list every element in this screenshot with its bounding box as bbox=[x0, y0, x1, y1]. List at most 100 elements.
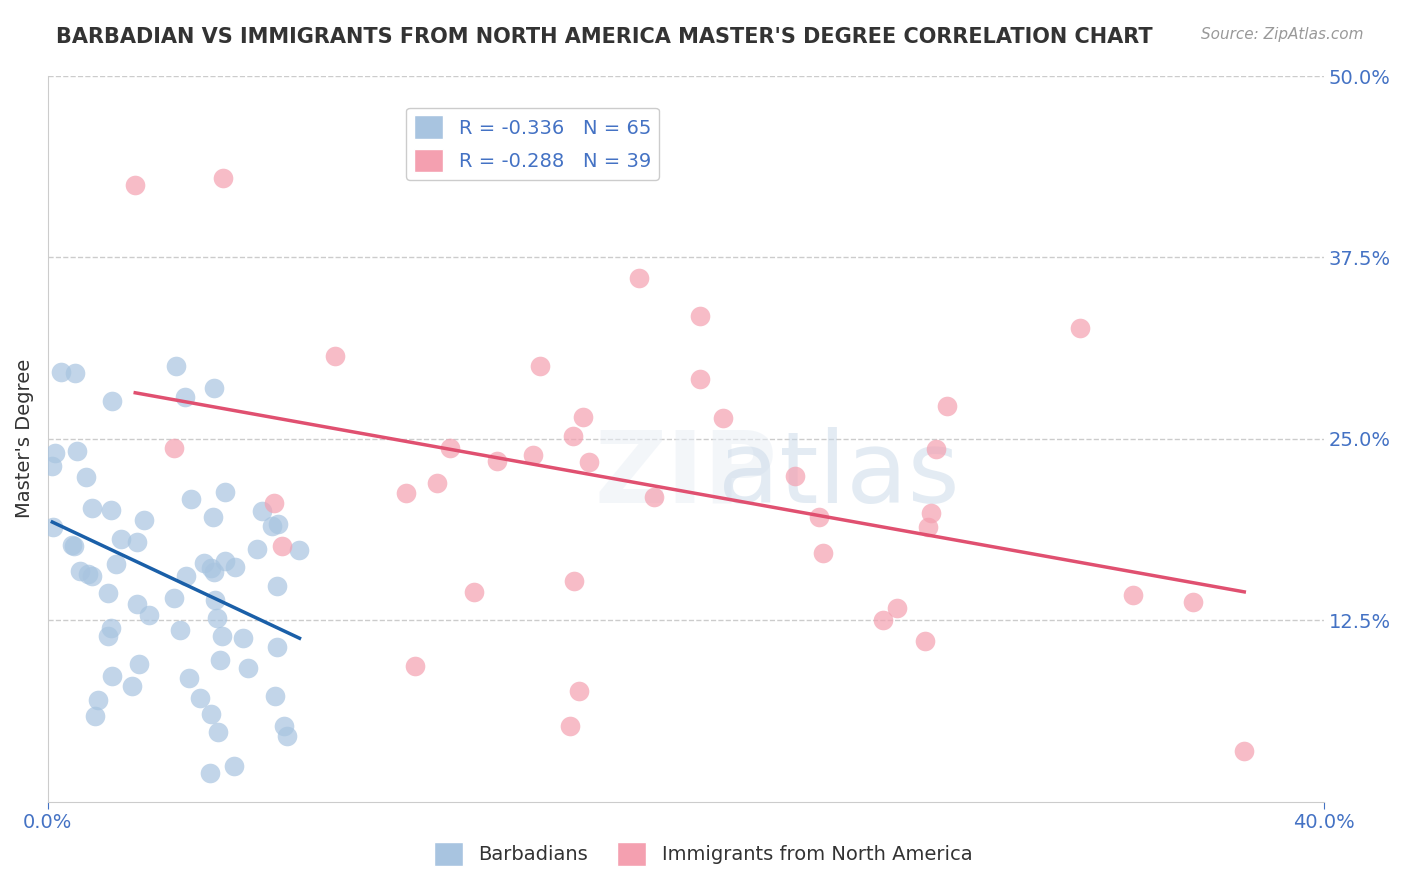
Point bbox=[263, 690, 285, 704]
Point bbox=[886, 601, 908, 615]
Point bbox=[807, 510, 830, 524]
Point bbox=[266, 517, 288, 532]
Text: atlas: atlas bbox=[718, 426, 960, 524]
Point bbox=[935, 399, 957, 413]
Point bbox=[200, 765, 222, 780]
Point bbox=[42, 520, 65, 534]
Point bbox=[80, 569, 103, 583]
Point bbox=[66, 444, 89, 458]
Point bbox=[232, 632, 254, 646]
Point bbox=[214, 553, 236, 567]
Point bbox=[201, 510, 224, 524]
Point bbox=[214, 485, 236, 500]
Point bbox=[200, 706, 222, 721]
Point bbox=[246, 542, 269, 557]
Point bbox=[207, 724, 229, 739]
Point bbox=[75, 470, 97, 484]
Point bbox=[51, 365, 73, 379]
Point bbox=[276, 729, 298, 743]
Point bbox=[200, 560, 222, 574]
Point bbox=[63, 366, 86, 380]
Point bbox=[202, 565, 225, 579]
Point bbox=[44, 446, 66, 460]
Point bbox=[179, 671, 201, 685]
Point bbox=[628, 271, 651, 285]
Point bbox=[87, 692, 110, 706]
Point bbox=[212, 170, 235, 185]
Point bbox=[562, 574, 585, 589]
Point bbox=[783, 469, 806, 483]
Point bbox=[463, 585, 485, 599]
Point bbox=[97, 585, 120, 599]
Point bbox=[84, 709, 107, 723]
Point bbox=[173, 390, 195, 404]
Point bbox=[60, 538, 83, 552]
Point bbox=[188, 691, 211, 706]
Point bbox=[124, 178, 146, 192]
Text: BARBADIAN VS IMMIGRANTS FROM NORTH AMERICA MASTER'S DEGREE CORRELATION CHART: BARBADIAN VS IMMIGRANTS FROM NORTH AMERI… bbox=[56, 27, 1153, 46]
Point bbox=[1069, 321, 1091, 335]
Point bbox=[920, 506, 942, 520]
Point bbox=[174, 569, 197, 583]
Legend: Barbadians, Immigrants from North America: Barbadians, Immigrants from North Americ… bbox=[426, 834, 980, 873]
Point bbox=[125, 598, 148, 612]
Point bbox=[571, 409, 593, 424]
Point bbox=[101, 393, 124, 408]
Point bbox=[100, 621, 122, 635]
Point bbox=[1233, 744, 1256, 758]
Point bbox=[132, 513, 155, 527]
Point bbox=[97, 629, 120, 643]
Point bbox=[439, 442, 461, 456]
Point bbox=[100, 503, 122, 517]
Point bbox=[110, 532, 132, 546]
Point bbox=[914, 633, 936, 648]
Point bbox=[63, 539, 86, 553]
Point bbox=[76, 567, 98, 582]
Point bbox=[236, 661, 259, 675]
Point bbox=[689, 310, 711, 324]
Point bbox=[562, 429, 585, 443]
Point bbox=[169, 623, 191, 637]
Point bbox=[263, 496, 285, 510]
Point bbox=[224, 559, 246, 574]
Point bbox=[288, 542, 311, 557]
Point bbox=[250, 504, 273, 518]
Point bbox=[426, 475, 449, 490]
Point bbox=[202, 381, 225, 395]
Text: Source: ZipAtlas.com: Source: ZipAtlas.com bbox=[1201, 27, 1364, 42]
Point bbox=[1122, 588, 1144, 602]
Point bbox=[128, 657, 150, 671]
Point bbox=[529, 359, 551, 374]
Legend: R = -0.336   N = 65, R = -0.288   N = 39: R = -0.336 N = 65, R = -0.288 N = 39 bbox=[406, 108, 659, 180]
Point bbox=[121, 680, 143, 694]
Point bbox=[917, 520, 939, 534]
Point bbox=[41, 458, 63, 473]
Point bbox=[262, 519, 284, 533]
Point bbox=[165, 359, 187, 374]
Point bbox=[578, 454, 600, 468]
Point bbox=[643, 490, 665, 504]
Point bbox=[485, 454, 508, 468]
Point bbox=[568, 684, 591, 698]
Point bbox=[105, 558, 128, 572]
Point bbox=[209, 653, 232, 667]
Point bbox=[138, 608, 160, 623]
Point bbox=[404, 659, 426, 673]
Point bbox=[69, 564, 91, 578]
Point bbox=[163, 591, 186, 605]
Point bbox=[271, 539, 294, 553]
Point bbox=[689, 372, 711, 386]
Point bbox=[222, 759, 245, 773]
Point bbox=[80, 501, 103, 516]
Point bbox=[522, 448, 544, 462]
Point bbox=[558, 719, 581, 733]
Point bbox=[713, 410, 735, 425]
Point bbox=[211, 629, 233, 643]
Point bbox=[323, 349, 346, 363]
Point bbox=[193, 557, 215, 571]
Point bbox=[163, 442, 186, 456]
Point bbox=[180, 491, 202, 506]
Text: ZIP: ZIP bbox=[595, 426, 778, 524]
Point bbox=[1182, 595, 1205, 609]
Point bbox=[273, 719, 295, 733]
